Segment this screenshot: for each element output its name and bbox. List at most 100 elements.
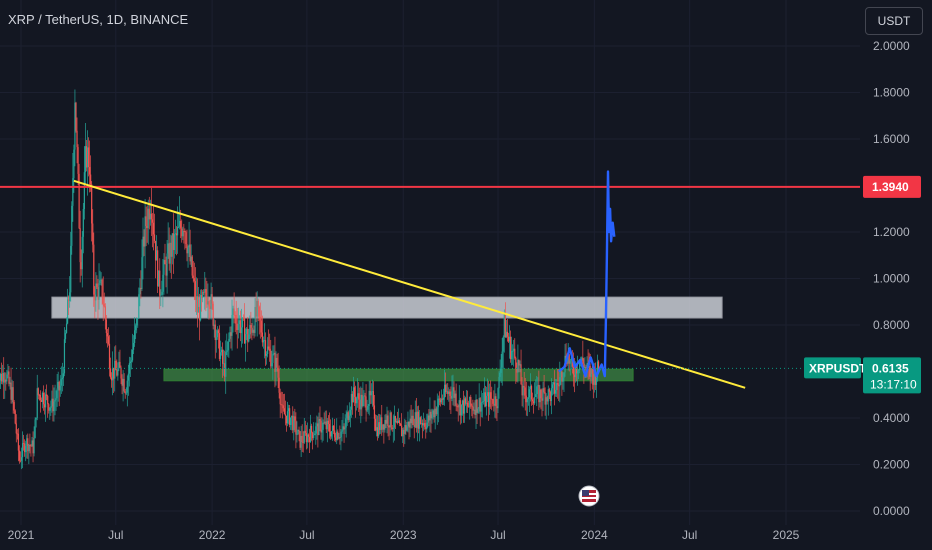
- candle-body: [320, 420, 322, 433]
- candle-body: [229, 332, 231, 339]
- drawings[interactable]: [0, 170, 860, 389]
- candle-body: [429, 411, 431, 421]
- projection-path[interactable]: [558, 170, 616, 378]
- candle-body: [444, 384, 446, 398]
- resistance-zone-gray[interactable]: [51, 296, 723, 319]
- candle-body: [536, 386, 538, 395]
- candle-body: [304, 430, 306, 433]
- candle-body: [513, 348, 515, 351]
- candle-body: [159, 270, 161, 296]
- resistance-price-label: 1.3940: [872, 180, 909, 194]
- candle-body: [221, 349, 224, 364]
- candle-body: [335, 437, 337, 441]
- candle-body: [149, 213, 151, 220]
- candle-body: [156, 250, 158, 261]
- candle-body: [396, 421, 399, 423]
- candle-body: [361, 394, 363, 407]
- candle-body: [191, 256, 193, 276]
- candle-body: [545, 397, 547, 405]
- candle-body: [547, 389, 549, 402]
- candle-body: [514, 348, 516, 358]
- candle-body: [278, 377, 280, 393]
- candle-body: [34, 419, 36, 438]
- candle-body: [90, 174, 92, 185]
- candle-body: [342, 426, 344, 431]
- zones[interactable]: [51, 296, 723, 382]
- candle-body: [491, 398, 493, 400]
- us-flag-event-icon[interactable]: [578, 485, 600, 507]
- candle-body: [441, 398, 444, 400]
- candle-body: [583, 363, 585, 370]
- candle-body: [147, 208, 149, 229]
- candle-body: [469, 397, 471, 408]
- y-tick-label: 1.6000: [873, 132, 910, 146]
- candle-body: [286, 411, 289, 424]
- candle-body: [14, 410, 16, 424]
- candle-body: [448, 391, 450, 394]
- candle-body: [285, 415, 288, 424]
- candle-body: [593, 371, 595, 385]
- candle-body: [151, 219, 154, 223]
- candle-body: [83, 172, 85, 210]
- candle-body: [402, 429, 404, 437]
- candle-body: [505, 331, 507, 338]
- candle-body: [485, 395, 488, 407]
- candle-body: [294, 416, 296, 421]
- candle-body: [85, 146, 88, 168]
- candle-body: [314, 433, 316, 436]
- currency-button[interactable]: USDT: [865, 7, 923, 35]
- candle-body: [516, 368, 518, 373]
- candle-body: [455, 393, 457, 406]
- candle-body: [544, 392, 546, 405]
- candle-body: [138, 294, 140, 319]
- candle-body: [404, 425, 406, 434]
- candle-body: [110, 377, 113, 381]
- candle-body: [233, 308, 235, 315]
- support-zone-green[interactable]: [163, 368, 634, 382]
- candle-body: [493, 403, 495, 406]
- candle-body: [450, 395, 452, 399]
- candle-body: [442, 397, 445, 400]
- candle-body: [76, 130, 78, 148]
- candle-body: [264, 340, 267, 356]
- candle-body: [467, 402, 469, 407]
- candle-body: [42, 392, 45, 405]
- y-tick-label: 1.8000: [873, 86, 910, 100]
- candle-body: [592, 373, 594, 385]
- candle-body: [123, 378, 125, 392]
- candle-body: [386, 415, 388, 424]
- candle-body: [167, 243, 169, 254]
- candle-body: [60, 379, 62, 386]
- candle-body: [407, 421, 409, 427]
- trendline[interactable]: [73, 179, 746, 389]
- candle-body: [341, 430, 343, 432]
- candle-body: [69, 292, 71, 302]
- candle-body: [509, 336, 512, 360]
- candle-body: [93, 244, 95, 295]
- candle-body: [108, 343, 111, 369]
- candle-body: [339, 437, 341, 439]
- candle-body: [284, 414, 287, 416]
- candle-body: [9, 382, 11, 384]
- candle-body: [337, 431, 339, 439]
- candle-body: [6, 374, 8, 382]
- candle-body: [106, 333, 108, 337]
- candle-body: [116, 370, 118, 376]
- candle-body: [188, 244, 190, 248]
- candle-body: [484, 392, 487, 407]
- candle-body: [247, 328, 249, 342]
- candle-body: [453, 387, 455, 398]
- candle-body: [354, 396, 357, 404]
- candle-body: [50, 406, 52, 408]
- candle-body: [220, 349, 223, 353]
- candle-body: [596, 361, 599, 378]
- candle-body: [230, 332, 232, 336]
- y-tick-label: 0.4000: [873, 411, 910, 425]
- candle-body: [589, 365, 591, 377]
- candle-body: [152, 222, 155, 235]
- candle-body: [367, 405, 369, 410]
- candle-body: [482, 401, 484, 402]
- candle-body: [471, 405, 473, 407]
- candle-body: [58, 381, 60, 391]
